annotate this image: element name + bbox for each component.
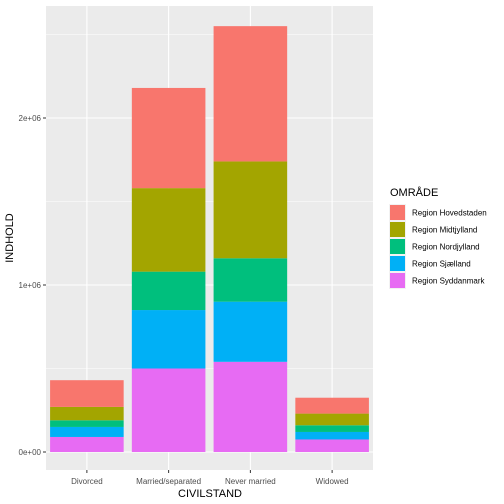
bar-segment-region-midtjylland [50, 406, 124, 421]
legend-label-region-sj-lland: Region Sjælland [412, 260, 471, 269]
bar-segment-region-syddanmark [213, 361, 288, 452]
y-tick-label: 1e+06 [19, 281, 42, 290]
legend-swatch-region-nordjylland [390, 239, 405, 254]
bars [50, 26, 369, 452]
bar-segment-region-hovedstaden [295, 397, 369, 414]
bar-segment-region-midtjylland [295, 413, 369, 426]
bar-segment-region-hovedstaden [50, 380, 124, 407]
legend-swatch-region-midtjylland [390, 222, 405, 237]
bar-segment-region-sj-lland [295, 431, 369, 440]
bar-segment-region-sj-lland [50, 426, 124, 437]
legend-title: OMRÅDE [390, 186, 438, 199]
legend-swatch-region-sj-lland [390, 256, 405, 271]
x-axis: Divorced Married/separated Never married Wi… [71, 470, 349, 486]
bar-segment-region-nordjylland [213, 258, 288, 302]
bar-segment-region-syddanmark [295, 439, 369, 452]
x-axis-title: CIVILSTAND [178, 488, 242, 500]
bar-segment-region-sj-lland [131, 310, 206, 369]
bar-segment-region-syddanmark [50, 436, 124, 452]
bar-segment-region-nordjylland [131, 271, 206, 311]
legend-swatch-region-syddanmark [390, 273, 405, 288]
legend-label-region-hovedstaden: Region Hovedstaden [412, 209, 487, 218]
bar-segment-region-nordjylland [295, 425, 369, 432]
bar-segment-region-nordjylland [50, 420, 124, 427]
bar-segment-region-midtjylland [131, 188, 206, 272]
y-axis-title: INDHOLD [4, 213, 16, 263]
y-tick-label: 0e+00 [19, 448, 42, 457]
bar-segment-region-sj-lland [213, 301, 288, 362]
bar-segment-region-syddanmark [131, 368, 206, 452]
y-axis: 0e+00 1e+06 2e+06 [19, 114, 46, 457]
legend-swatch-region-hovedstaden [390, 205, 405, 220]
x-tick-label: Divorced [71, 477, 103, 486]
y-tick-label: 2e+06 [19, 114, 42, 123]
x-tick-label: Never married [225, 477, 276, 486]
legend: OMRÅDE Region Hovedstaden Region Midtjyll… [389, 186, 487, 289]
x-tick-label: Married/separated [136, 477, 201, 486]
legend-label-region-nordjylland: Region Nordjylland [412, 243, 480, 252]
bar-segment-region-midtjylland [213, 161, 288, 259]
legend-label-region-syddanmark: Region Syddanmark [412, 277, 485, 286]
bar-segment-region-hovedstaden [131, 87, 206, 189]
bar-segment-region-hovedstaden [213, 26, 288, 162]
x-tick-label: Widowed [316, 477, 349, 486]
legend-label-region-midtjylland: Region Midtjylland [412, 226, 477, 235]
